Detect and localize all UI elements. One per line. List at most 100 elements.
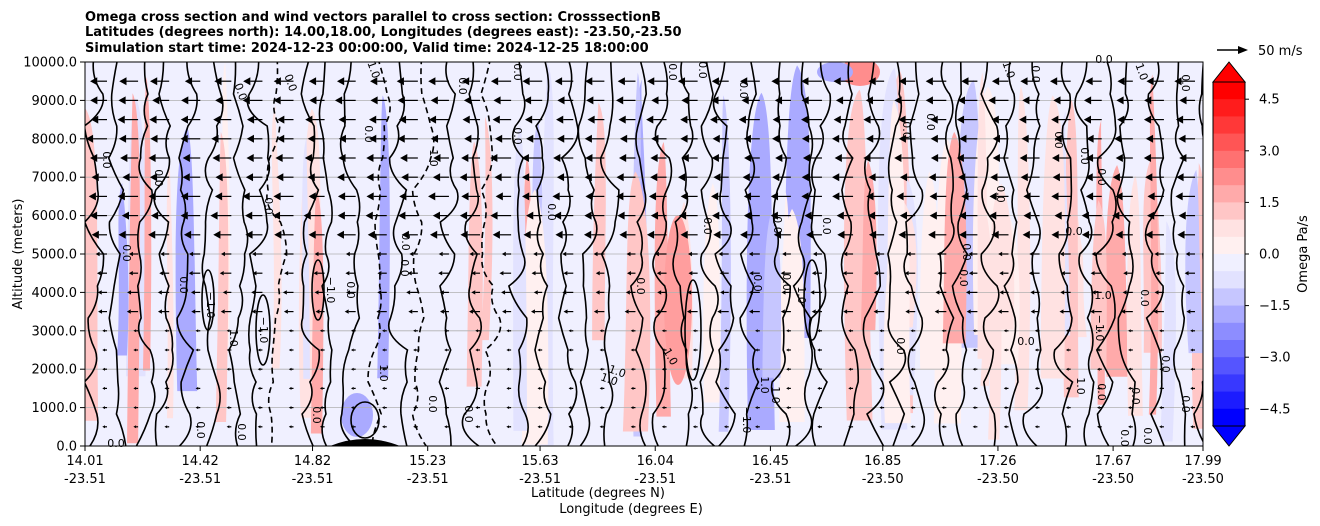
wind-vector <box>149 173 170 182</box>
wind-vector <box>195 367 201 371</box>
wind-vector <box>833 77 854 86</box>
contour-loop <box>201 269 215 331</box>
wind-vector <box>338 115 356 124</box>
wind-vector <box>1128 348 1133 352</box>
wind-vector <box>344 309 356 314</box>
wind-vector <box>506 348 512 352</box>
y-axis: 0.0 1000.0 2000.0 3000.0 4000.0 5000.0 6000.0 7… <box>23 56 85 455</box>
wind-vector <box>319 329 325 333</box>
wind-vector <box>961 192 978 201</box>
wind-vector <box>401 173 418 182</box>
wind-vector <box>501 251 512 257</box>
contour-label: 0.0 <box>701 217 714 235</box>
wind-vector <box>1186 309 1195 314</box>
wind-vector <box>966 290 978 295</box>
wind-vector <box>817 367 822 371</box>
wind-vector <box>345 271 356 276</box>
wind-vector <box>724 425 729 429</box>
x-tick-label-lon: -23.50 <box>1182 472 1224 487</box>
contour-label: −1.0 <box>1093 315 1106 342</box>
wind-vector <box>401 230 418 239</box>
wind-vector <box>617 211 636 220</box>
wind-vector <box>755 329 760 333</box>
positive-omega-band <box>127 93 141 444</box>
contour-line <box>228 62 249 446</box>
wind-vector <box>686 309 698 314</box>
wind-vector <box>319 348 325 352</box>
positive-omega-band <box>1126 175 1143 416</box>
wind-vector <box>1128 329 1133 333</box>
wind-vector <box>773 230 791 239</box>
wind-vector <box>191 309 201 314</box>
wind-vector <box>180 192 201 201</box>
wind-vector <box>770 192 791 201</box>
wind-vector <box>350 367 356 371</box>
wind-vector <box>630 348 636 352</box>
wind-vector <box>1190 367 1195 371</box>
wind-vector <box>1097 329 1102 333</box>
contour-label: 0.0 <box>262 197 275 215</box>
wind-vector <box>833 115 854 124</box>
wind-vector <box>843 251 854 257</box>
wind-vector <box>1054 134 1071 143</box>
wind-vector <box>91 115 107 124</box>
wind-vector <box>461 154 481 162</box>
wind-vector <box>651 96 667 105</box>
wind-vector <box>430 96 449 105</box>
wind-vector <box>593 309 605 314</box>
negative-contour-line <box>266 62 288 446</box>
wind-vector <box>630 367 636 371</box>
wind-vector <box>246 154 263 162</box>
wind-vector <box>438 251 449 257</box>
wind-vector <box>1145 230 1164 239</box>
x-tick-label-lat: 16.04 <box>637 454 674 469</box>
wind-vector <box>991 115 1009 124</box>
wind-vector <box>811 271 822 276</box>
colorbar-tick-label: 3.0 <box>1259 144 1280 159</box>
wind-vector <box>625 290 636 295</box>
wind-vector <box>407 271 418 276</box>
contour-label: 0.0 <box>1095 53 1113 66</box>
wind-vector <box>724 348 729 352</box>
wind-vector <box>182 154 201 162</box>
wind-vector <box>90 96 107 105</box>
wind-vector <box>1022 96 1040 105</box>
wind-vector <box>288 386 294 390</box>
wind-vector <box>522 192 543 201</box>
wind-vector <box>537 348 543 352</box>
wind-vector <box>212 154 232 162</box>
wind-vector <box>409 251 418 257</box>
wind-vector <box>98 309 107 314</box>
wind-vector <box>120 154 139 162</box>
contour-label: 0.0 <box>820 217 833 235</box>
contour-label: 0.0 <box>235 423 248 441</box>
wind-vector <box>399 192 418 201</box>
wind-vector <box>440 309 449 314</box>
wind-vector <box>801 77 822 86</box>
wind-vector <box>305 115 325 124</box>
wind-vector <box>1145 173 1164 182</box>
wind-vector <box>257 367 263 371</box>
wind-vector <box>1174 77 1195 86</box>
positive-omega-band <box>521 189 549 445</box>
contour-label: 0.0 <box>696 61 709 79</box>
wind-vector <box>904 271 916 276</box>
wind-vector <box>772 134 791 143</box>
contour-loop <box>803 259 821 341</box>
wind-vector <box>720 290 729 295</box>
wind-vector <box>533 251 543 257</box>
contour-label: 0.0 <box>152 169 165 187</box>
colorbar-segment <box>1213 185 1245 203</box>
wind-vector <box>806 230 822 239</box>
wind-vector <box>346 290 356 295</box>
wind-vector <box>742 173 760 182</box>
wind-vector <box>1003 406 1009 410</box>
wind-vector <box>272 211 294 220</box>
contour-label: 1.0 <box>769 386 782 404</box>
x-tick-label-lon: -23.51 <box>179 472 221 487</box>
wind-vector <box>490 211 512 220</box>
wind-vector <box>475 386 481 390</box>
wind-vector <box>692 367 698 371</box>
wind-vector <box>755 425 760 429</box>
wind-vector <box>252 271 263 276</box>
